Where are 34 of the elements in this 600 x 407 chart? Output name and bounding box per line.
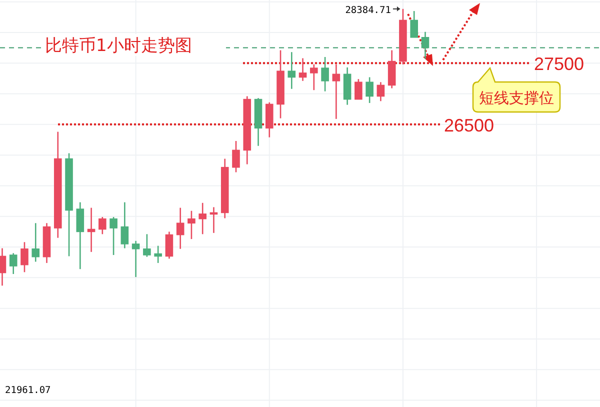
candlestick bbox=[366, 76, 374, 104]
candlestick bbox=[143, 234, 151, 258]
candlestick bbox=[120, 202, 129, 249]
candlestick bbox=[154, 245, 162, 264]
candlestick bbox=[76, 202, 84, 270]
candlestick bbox=[321, 56, 329, 92]
candlestick bbox=[265, 102, 274, 138]
candlestick bbox=[9, 252, 18, 275]
candlestick bbox=[376, 81, 385, 102]
text: 比特币1小时走势图 bbox=[45, 36, 192, 56]
candlestick bbox=[298, 58, 307, 82]
annotation: 21961.07 bbox=[5, 385, 51, 396]
candlestick bbox=[165, 231, 174, 260]
ref-line-label: 26500 bbox=[444, 115, 494, 136]
candlestick bbox=[198, 202, 206, 235]
ref-line-label: 27500 bbox=[534, 54, 584, 74]
candlestick bbox=[310, 64, 318, 91]
candlestick bbox=[388, 50, 396, 89]
candlestick bbox=[188, 210, 196, 240]
candlestick bbox=[354, 78, 362, 100]
candlestick bbox=[32, 222, 40, 262]
candlestick bbox=[232, 140, 240, 173]
annotation: 28384.71 bbox=[345, 4, 392, 16]
candlestick bbox=[132, 240, 140, 278]
candlestick bbox=[332, 64, 340, 120]
candlestick bbox=[421, 31, 430, 60]
candlestick bbox=[110, 216, 118, 256]
candlestick bbox=[410, 10, 418, 38]
candlestick bbox=[288, 51, 296, 90]
candlestick bbox=[176, 207, 184, 250]
candlestick bbox=[98, 216, 106, 235]
candlestick bbox=[20, 241, 28, 273]
text: 短线支撑位 bbox=[479, 89, 554, 107]
candlestick bbox=[87, 207, 96, 253]
